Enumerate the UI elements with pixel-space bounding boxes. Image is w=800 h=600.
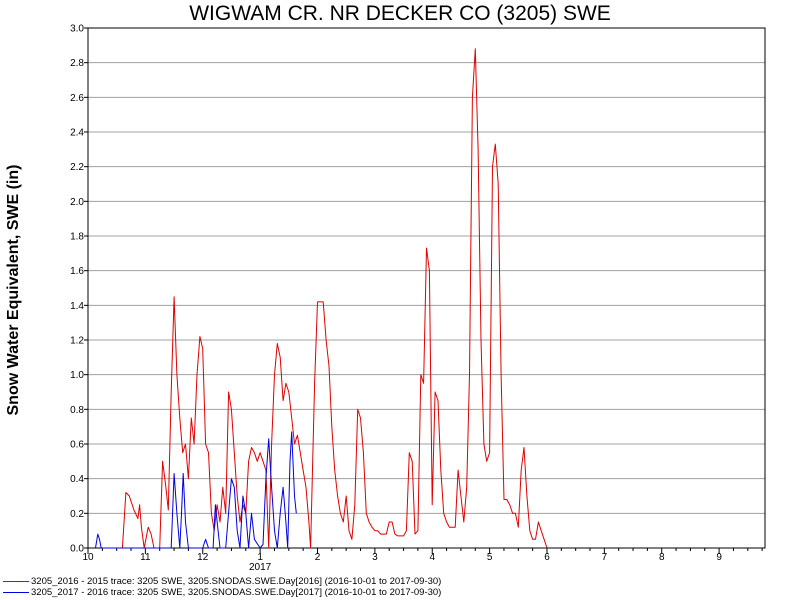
y-tick-label: 3.0 bbox=[70, 24, 84, 35]
legend-entry-2016: 3205_2016 - 2015 trace: 3205 SWE, 3205.S… bbox=[3, 576, 441, 587]
y-tick-label: 2.0 bbox=[70, 197, 84, 208]
legend-entry-2017: 3205_2017 - 2016 trace: 3205 SWE, 3205.S… bbox=[3, 587, 441, 598]
y-tick-label: 0.8 bbox=[70, 405, 84, 416]
legend-swatch-2016 bbox=[3, 580, 29, 582]
plot-frame bbox=[87, 27, 766, 549]
x-tick-label: 11 bbox=[140, 552, 151, 563]
y-tick-label: 2.8 bbox=[70, 58, 84, 69]
x-tick-label: 10 bbox=[82, 552, 94, 563]
y-tick-label: 2.4 bbox=[70, 128, 84, 139]
y-tick-label: 1.0 bbox=[70, 370, 84, 381]
x-tick-label: 7 bbox=[602, 552, 608, 563]
x-tick-label: 6 bbox=[544, 552, 550, 563]
series-line-1 bbox=[95, 431, 297, 549]
y-tick-label: 0.6 bbox=[70, 440, 84, 451]
x-tick-label: 5 bbox=[487, 552, 493, 563]
y-tick-label: 2.6 bbox=[70, 93, 84, 104]
legend: 3205_2016 - 2015 trace: 3205 SWE, 3205.S… bbox=[3, 576, 441, 598]
series-line-0 bbox=[121, 48, 548, 549]
x-tick-label: 2 bbox=[315, 552, 321, 563]
x-tick-label: 9 bbox=[716, 552, 722, 563]
legend-swatch-2017 bbox=[3, 591, 29, 593]
x-tick-label: 8 bbox=[659, 552, 665, 563]
y-tick-label: 0.4 bbox=[70, 474, 84, 485]
y-tick-label: 1.6 bbox=[70, 266, 84, 277]
series-lines bbox=[95, 48, 548, 549]
x-tick-label: 3 bbox=[372, 552, 378, 563]
legend-label-2016: 3205_2016 - 2015 trace: 3205 SWE, 3205.S… bbox=[31, 576, 442, 587]
y-tick-label: 1.2 bbox=[70, 336, 84, 347]
y-tick-label: 2.2 bbox=[70, 162, 84, 173]
x-tick-label: 12 bbox=[197, 552, 209, 563]
y-tick-label: 1.4 bbox=[70, 301, 84, 312]
y-tick-label: 0.2 bbox=[70, 509, 84, 520]
y-tick-label: 0.0 bbox=[70, 544, 84, 555]
x-tick-label: 4 bbox=[429, 552, 435, 563]
x-tick-label: 1 bbox=[257, 552, 263, 563]
tick-labels: 0.0 0.2 0.4 0.6 0.8 1.0 1.2 1.4 1.6 1.8 2.0 2.2 2.4 2… bbox=[70, 24, 722, 574]
x-year-label: 2017 bbox=[249, 562, 272, 573]
y-tick-label: 1.8 bbox=[70, 232, 84, 243]
chart-title: WIGWAM CR. NR DECKER CO (3205) SWE bbox=[189, 2, 611, 25]
axes bbox=[84, 27, 766, 554]
legend-label-2017: 3205_2017 - 2016 trace: 3205 SWE, 3205.S… bbox=[31, 587, 442, 598]
grid-lines bbox=[88, 27, 765, 549]
